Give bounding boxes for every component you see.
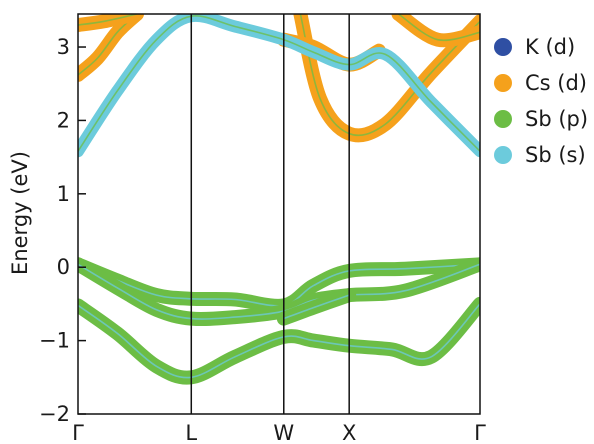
legend-marker — [494, 74, 512, 92]
x-tick-label: L — [185, 421, 197, 444]
x-tick-label: W — [273, 421, 294, 444]
band-core-line-0 — [299, 14, 480, 137]
band-core-line-9 — [283, 294, 350, 320]
plot-frame — [77, 13, 481, 415]
legend-marker — [494, 146, 512, 164]
band-core-line-6 — [78, 263, 480, 307]
legend-label: K (d) — [525, 35, 575, 59]
legend-label: Sb (s) — [525, 143, 586, 167]
x-tick-label: Γ — [72, 421, 84, 444]
axis-ticks: −2 −1 0 1 2 3 Γ L W X Γ — [39, 35, 486, 444]
legend: K (d) Cs (d) Sb (p) Sb (s) — [494, 35, 588, 167]
band-core-line-2 — [78, 14, 138, 26]
x-tick-label: X — [342, 421, 356, 444]
band-core-line-7 — [78, 263, 480, 320]
legend-label: Sb (p) — [525, 107, 588, 131]
y-tick-label: −2 — [39, 402, 70, 426]
legend-marker — [494, 38, 512, 56]
legend-label: Cs (d) — [525, 71, 587, 95]
legend-marker — [494, 110, 512, 128]
bands-layer — [78, 14, 480, 385]
x-tick-label: Γ — [474, 421, 486, 444]
y-tick-label: 3 — [57, 35, 70, 59]
plot-border — [77, 13, 481, 415]
y-axis-label: Energy (eV) — [8, 151, 32, 275]
y-tick-label: 2 — [57, 108, 70, 132]
y-tick-label: −1 — [39, 329, 70, 353]
y-tick-label: 1 — [57, 182, 70, 206]
band-core-line-4 — [398, 14, 480, 42]
y-tick-label: 0 — [57, 255, 70, 279]
